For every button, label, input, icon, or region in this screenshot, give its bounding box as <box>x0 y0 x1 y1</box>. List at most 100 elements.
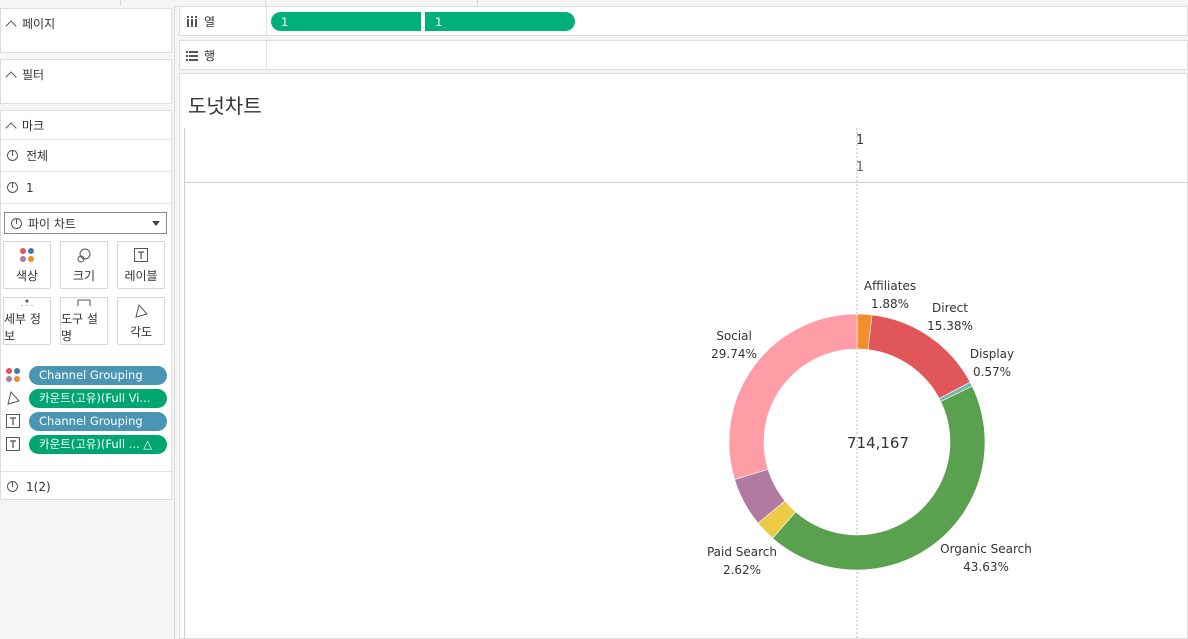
marks-card-header[interactable]: 마크 <box>5 117 45 134</box>
label-organic-search-pct: 43.63% <box>963 560 1009 574</box>
label-social-pct: 29.74% <box>711 347 757 361</box>
columns-icon <box>187 15 197 27</box>
filters-card: 필터 <box>0 59 172 104</box>
mark-field-row: 카운트(고유)(Full ... △ <box>5 434 169 454</box>
text-label-icon <box>6 414 20 428</box>
column-pill-1[interactable]: 1 <box>271 12 421 31</box>
donut-slice-organic-search[interactable] <box>772 385 986 571</box>
text-label-icon <box>6 437 20 451</box>
detail-label: 세부 정보 <box>4 312 41 343</box>
color-label: 색상 <box>15 268 39 283</box>
detail-button[interactable]: 세부 정보 <box>3 297 51 345</box>
chevron-down-icon <box>152 221 160 226</box>
mark-field-row: Channel Grouping <box>5 411 169 431</box>
label-affiliates-pct: 1.88% <box>870 297 910 311</box>
marks-all-label: 전체 <box>26 149 49 163</box>
marks-1-label: 1 <box>26 180 34 195</box>
pages-card: 페이지 <box>0 8 172 53</box>
size-label: 크기 <box>72 268 96 283</box>
column-pill-2[interactable]: 1 <box>425 12 575 31</box>
label-display: Display 0.57% <box>957 345 1027 381</box>
pages-card-header[interactable]: 페이지 <box>5 15 56 32</box>
pie-icon <box>11 217 22 229</box>
angle-button[interactable]: 각도 <box>117 297 165 345</box>
label-organic-search-name: Organic Search <box>940 542 1032 556</box>
marks-1-2-label: 1(2) <box>26 479 51 494</box>
tooltip-button[interactable]: 도구 설명 <box>60 297 108 345</box>
toolbar-segment <box>120 0 266 6</box>
tooltip-icon <box>77 299 91 306</box>
shelf-divider <box>266 41 267 69</box>
mark-type-dropdown[interactable]: 파이 차트 <box>4 212 167 234</box>
columns-label: 열 <box>204 15 216 29</box>
label-direct-name: Direct <box>932 301 968 315</box>
label-paid-search: Paid Search 2.62% <box>697 543 787 579</box>
left-panel: 페이지 필터 마크 전체 1 파이 차트 <box>0 6 175 639</box>
size-button[interactable]: 크기 <box>60 241 108 289</box>
detail-icon <box>20 299 34 306</box>
mark-type-value: 파이 차트 <box>28 216 76 231</box>
toolbar-segment <box>0 0 121 6</box>
label-organic-search: Organic Search 43.63% <box>931 540 1041 576</box>
label-paid-search-name: Paid Search <box>706 545 778 559</box>
pages-title: 페이지 <box>22 17 56 31</box>
label-paid-search-pct: 2.62% <box>722 563 762 577</box>
shelf-divider <box>266 7 267 35</box>
field-pill-channel-grouping-color[interactable]: Channel Grouping <box>29 365 167 385</box>
view-left-border <box>184 128 185 639</box>
rows-shelf-label: 행 <box>186 47 215 64</box>
label-label: 레이블 <box>124 268 158 283</box>
marks-card: 마크 전체 1 파이 차트 색상 <box>0 110 172 500</box>
color-icon <box>20 247 34 262</box>
column-header-top: 1 <box>855 133 865 148</box>
marks-title: 마크 <box>22 119 45 133</box>
chevron-up-icon <box>5 121 17 134</box>
label-affiliates: Affiliates 1.88% <box>855 277 925 313</box>
mark-field-row: Channel Grouping <box>5 365 169 385</box>
worksheet-view: 도넛차트 1 1 714,167 Affiliates 1.88% Direct… <box>179 73 1188 639</box>
label-social-name: Social <box>716 329 752 343</box>
filters-card-header[interactable]: 필터 <box>5 66 45 83</box>
color-button[interactable]: 색상 <box>3 241 51 289</box>
angle-icon <box>135 303 148 318</box>
angle-label: 각도 <box>129 324 153 339</box>
marks-1-2-row[interactable]: 1(2) <box>1 471 171 501</box>
toolbar-segment <box>265 0 478 6</box>
text-label-icon <box>134 247 148 262</box>
divider <box>1 203 171 211</box>
label-social: Social 29.74% <box>699 327 769 363</box>
size-icon <box>77 248 91 262</box>
label-display-pct: 0.57% <box>972 365 1012 379</box>
pie-icon <box>7 182 18 193</box>
field-pill-count-distinct-label[interactable]: 카운트(고유)(Full ... △ <box>29 434 167 454</box>
donut-chart <box>728 128 986 638</box>
filters-title: 필터 <box>22 68 45 82</box>
angle-icon <box>7 390 20 405</box>
field-pill-count-distinct-angle[interactable]: 카운트(고유)(Full Vi... <box>29 388 167 408</box>
rows-icon <box>186 50 198 61</box>
pie-icon <box>7 150 18 161</box>
column-header-bottom: 1 <box>855 160 865 175</box>
chevron-up-icon <box>5 19 17 32</box>
sheet-title: 도넛차트 <box>188 94 262 118</box>
color-icon <box>6 368 20 382</box>
chevron-up-icon <box>5 70 17 83</box>
pie-icon <box>7 481 18 492</box>
header-separator <box>185 182 1188 183</box>
label-button[interactable]: 레이블 <box>117 241 165 289</box>
rows-label: 행 <box>204 49 216 63</box>
label-direct-pct: 15.38% <box>927 319 973 333</box>
label-direct: Direct 15.38% <box>915 299 985 335</box>
mark-field-row: 카운트(고유)(Full Vi... <box>5 388 169 408</box>
rows-shelf[interactable]: 행 <box>179 40 1188 70</box>
tooltip-label: 도구 설명 <box>61 312 98 343</box>
center-total-label: 714,167 <box>846 434 910 452</box>
marks-1-row[interactable]: 1 <box>1 171 171 203</box>
columns-shelf[interactable]: 열 1 1 <box>179 6 1188 36</box>
label-affiliates-name: Affiliates <box>863 279 917 293</box>
donut-slice-social[interactable] <box>728 313 858 480</box>
columns-shelf-label: 열 <box>186 13 215 30</box>
marks-all-row[interactable]: 전체 <box>1 139 171 171</box>
field-pill-channel-grouping-label[interactable]: Channel Grouping <box>29 411 167 431</box>
label-display-name: Display <box>969 347 1015 361</box>
